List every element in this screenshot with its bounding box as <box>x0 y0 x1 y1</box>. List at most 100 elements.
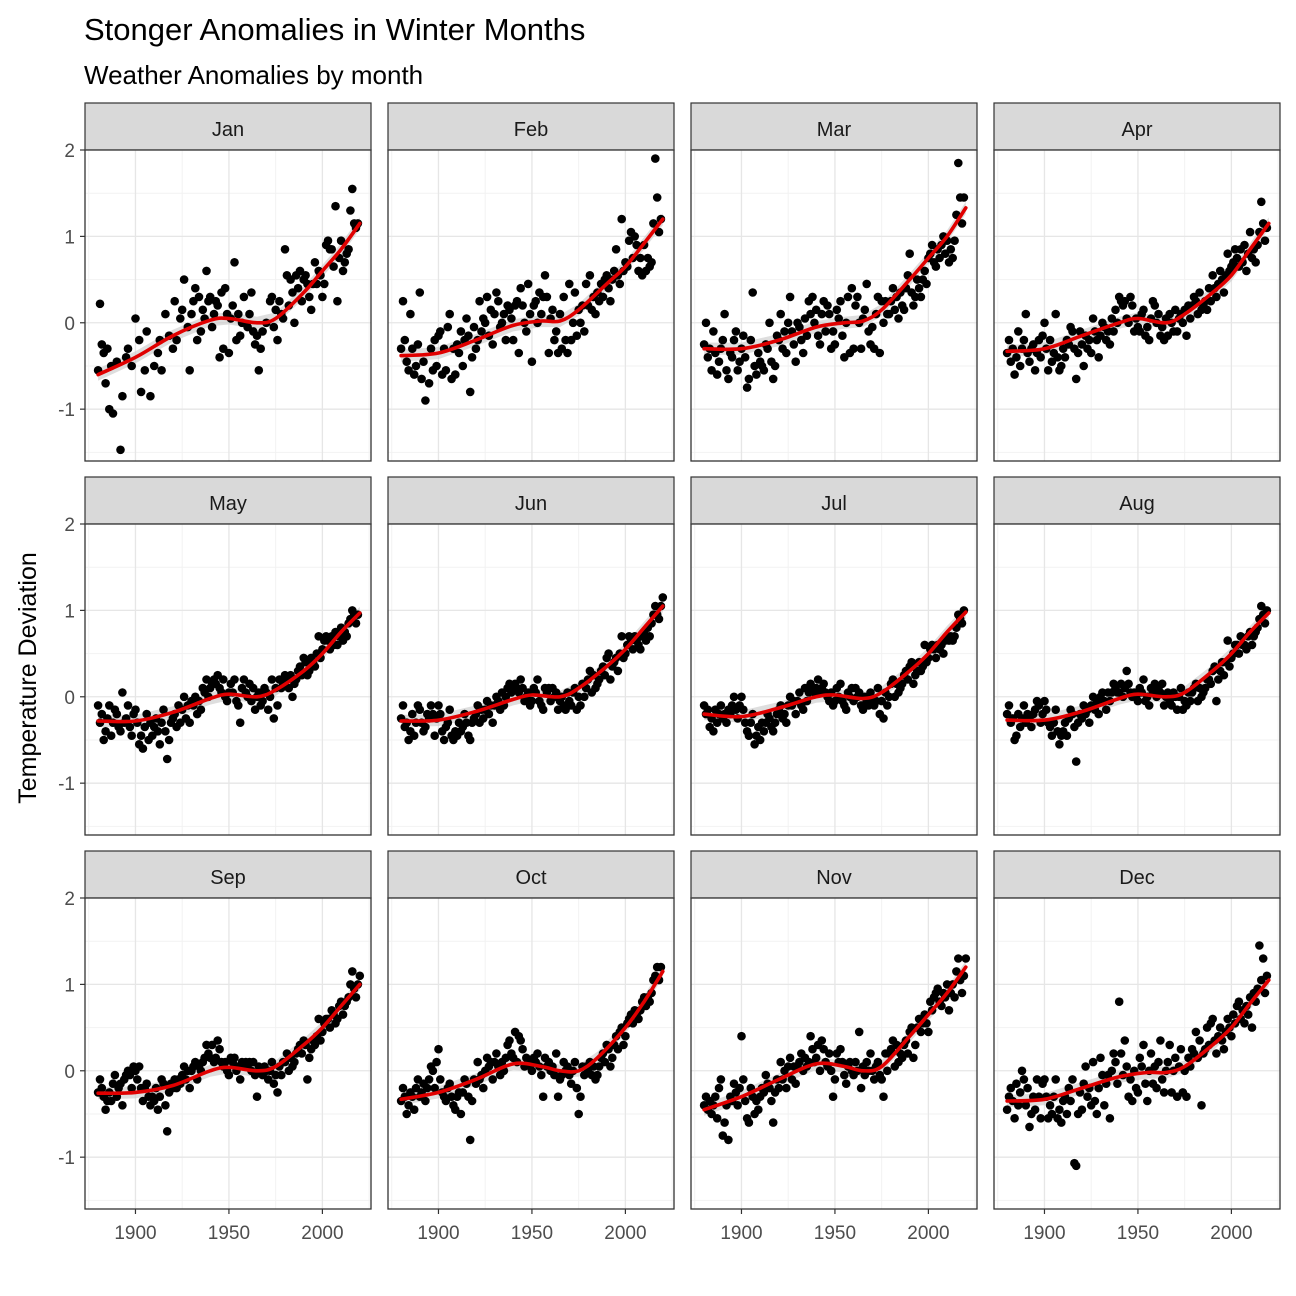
data-point <box>222 696 232 706</box>
data-point <box>606 675 615 684</box>
data-point <box>1002 1105 1012 1114</box>
data-point <box>269 1079 279 1088</box>
data-point <box>1057 361 1066 371</box>
data-point <box>323 236 333 245</box>
y-tick-label: -1 <box>58 1148 75 1169</box>
data-point <box>234 309 243 319</box>
data-point <box>931 653 941 663</box>
facet-strip <box>387 102 675 151</box>
plot-area <box>994 150 1280 461</box>
data-point <box>168 344 178 354</box>
data-point <box>445 1079 455 1088</box>
data-point <box>744 1118 754 1127</box>
data-point <box>1085 335 1094 345</box>
facet-panel-jul: Jul <box>690 476 978 836</box>
data-point <box>288 692 297 702</box>
data-point <box>854 1027 864 1037</box>
data-point <box>729 692 739 702</box>
data-point <box>1163 1057 1173 1067</box>
data-point <box>724 374 733 384</box>
data-point <box>1021 1101 1031 1110</box>
data-point <box>830 1075 840 1084</box>
data-point <box>153 348 163 358</box>
trend-line <box>399 969 665 1102</box>
data-point <box>1139 1040 1148 1050</box>
panel-border <box>84 149 372 462</box>
data-point <box>301 271 310 280</box>
data-point <box>759 727 769 736</box>
data-point <box>527 357 537 367</box>
facet-strip <box>387 850 675 899</box>
data-point <box>1081 1062 1090 1071</box>
data-point <box>570 1057 580 1067</box>
data-point <box>439 735 449 745</box>
data-point <box>1036 353 1045 362</box>
data-point <box>1197 1101 1206 1110</box>
data-point <box>142 327 151 336</box>
data-point <box>1105 1114 1115 1123</box>
data-point <box>465 735 475 745</box>
data-point <box>176 314 185 323</box>
facet-strip-label: Sep <box>210 867 246 889</box>
data-point <box>791 709 800 719</box>
facet-strip <box>993 476 1281 525</box>
data-point <box>538 705 548 714</box>
data-point <box>711 1092 720 1101</box>
facet-strip <box>993 850 1281 899</box>
data-point <box>847 283 857 293</box>
data-point <box>860 305 870 315</box>
data-point <box>729 335 739 345</box>
data-point <box>551 1049 561 1058</box>
data-point <box>522 327 531 336</box>
data-point <box>1128 1096 1137 1106</box>
data-point <box>1073 348 1083 358</box>
data-point <box>196 327 206 336</box>
chart-title: Stonger Anomalies in Winter Months <box>84 12 585 47</box>
data-point <box>518 1044 527 1054</box>
data-point <box>542 292 552 302</box>
data-point <box>813 331 823 341</box>
data-point <box>118 1101 127 1110</box>
data-point <box>1040 318 1049 328</box>
data-point <box>954 954 963 963</box>
data-point <box>825 309 834 319</box>
data-point <box>718 335 728 345</box>
data-point <box>875 348 885 358</box>
panel-border <box>690 149 978 462</box>
data-point <box>131 705 140 714</box>
data-point <box>430 1083 440 1093</box>
data-point <box>783 318 793 328</box>
data-point <box>802 331 812 341</box>
data-point <box>606 296 615 306</box>
trend-line <box>399 217 665 358</box>
data-point <box>815 1066 825 1076</box>
data-point <box>467 1096 477 1106</box>
data-point <box>1126 1075 1135 1084</box>
data-point <box>1071 1161 1081 1171</box>
data-point <box>525 309 535 319</box>
data-point <box>170 296 179 306</box>
data-point <box>1012 1079 1021 1088</box>
data-point <box>1143 322 1152 332</box>
data-point <box>1086 348 1096 358</box>
data-point <box>488 718 498 727</box>
data-point <box>746 335 756 345</box>
data-point <box>456 1109 466 1119</box>
data-point <box>916 1027 926 1037</box>
data-point <box>791 1079 800 1088</box>
data-point <box>112 709 122 719</box>
data-point <box>856 1083 866 1093</box>
data-point <box>458 361 468 371</box>
data-point <box>430 731 440 740</box>
facet-strip-label: Jan <box>212 119 244 141</box>
data-point <box>1234 649 1244 658</box>
data-point <box>1223 249 1232 258</box>
data-point <box>572 1083 582 1093</box>
data-point <box>303 1075 312 1084</box>
facet-strip <box>84 102 372 151</box>
facet-strip <box>690 102 978 151</box>
data-point <box>1116 1049 1126 1058</box>
data-point <box>351 993 361 1002</box>
data-point <box>434 1044 443 1054</box>
facet-strip <box>84 476 372 525</box>
